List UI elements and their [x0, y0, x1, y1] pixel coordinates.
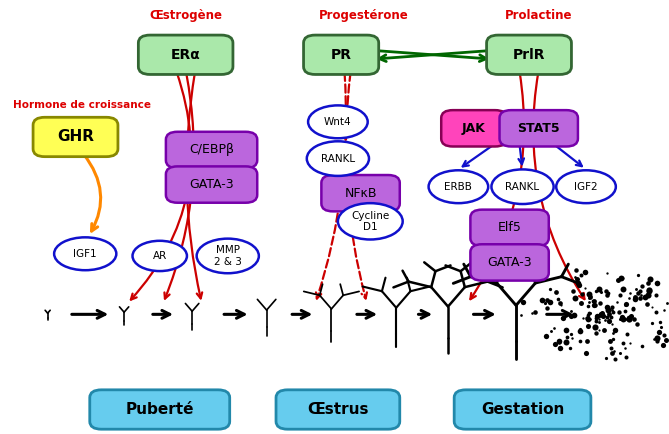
- Ellipse shape: [132, 241, 187, 271]
- Text: STAT5: STAT5: [517, 122, 560, 135]
- Text: Hormone de croissance: Hormone de croissance: [13, 99, 151, 109]
- Text: Progestérone: Progestérone: [319, 10, 409, 22]
- Text: Puberté: Puberté: [126, 402, 194, 417]
- FancyBboxPatch shape: [454, 390, 591, 429]
- Ellipse shape: [197, 239, 259, 273]
- Text: PR: PR: [330, 48, 352, 62]
- Text: ERα: ERα: [171, 48, 201, 62]
- Text: AR: AR: [153, 251, 167, 261]
- Text: MMP
2 & 3: MMP 2 & 3: [214, 245, 242, 267]
- FancyBboxPatch shape: [321, 175, 400, 211]
- FancyBboxPatch shape: [304, 35, 379, 75]
- FancyBboxPatch shape: [470, 244, 549, 281]
- Text: Œstrogène: Œstrogène: [149, 10, 222, 22]
- FancyBboxPatch shape: [500, 110, 578, 147]
- FancyBboxPatch shape: [90, 390, 229, 429]
- Text: GATA-3: GATA-3: [189, 178, 234, 191]
- Text: Prolactine: Prolactine: [505, 10, 573, 22]
- Text: Elf5: Elf5: [498, 221, 522, 234]
- Ellipse shape: [54, 237, 116, 270]
- Ellipse shape: [429, 170, 488, 203]
- FancyBboxPatch shape: [276, 390, 400, 429]
- Text: GATA-3: GATA-3: [487, 256, 532, 269]
- FancyBboxPatch shape: [486, 35, 571, 75]
- Ellipse shape: [338, 203, 403, 240]
- Ellipse shape: [492, 169, 554, 204]
- Text: PrlR: PrlR: [512, 48, 545, 62]
- Text: Gestation: Gestation: [481, 402, 564, 417]
- Text: ERBB: ERBB: [444, 182, 472, 192]
- FancyBboxPatch shape: [138, 35, 233, 75]
- Text: Œstrus: Œstrus: [307, 402, 369, 417]
- Text: Wnt4: Wnt4: [324, 117, 352, 127]
- Ellipse shape: [556, 170, 616, 203]
- FancyBboxPatch shape: [442, 110, 506, 147]
- Text: IGF2: IGF2: [574, 182, 598, 192]
- Text: JAK: JAK: [462, 122, 486, 135]
- Text: GHR: GHR: [57, 129, 94, 145]
- Ellipse shape: [307, 141, 369, 176]
- FancyBboxPatch shape: [470, 210, 549, 246]
- Text: RANKL: RANKL: [321, 154, 355, 164]
- FancyBboxPatch shape: [166, 132, 258, 168]
- FancyBboxPatch shape: [33, 117, 118, 157]
- Text: IGF1: IGF1: [74, 249, 97, 259]
- Text: Cycline
D1: Cycline D1: [351, 210, 389, 232]
- Ellipse shape: [308, 105, 368, 138]
- Text: C/EBPβ: C/EBPβ: [189, 144, 234, 156]
- Text: NFκB: NFκB: [345, 187, 377, 200]
- Text: RANKL: RANKL: [506, 182, 540, 192]
- FancyBboxPatch shape: [166, 166, 258, 203]
